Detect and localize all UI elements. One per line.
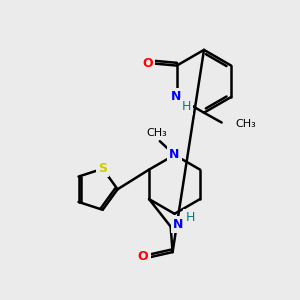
Text: N: N	[169, 148, 180, 161]
Text: O: O	[142, 57, 153, 70]
Text: O: O	[138, 250, 148, 263]
Text: CH₃: CH₃	[146, 128, 167, 138]
Text: CH₃: CH₃	[236, 119, 256, 130]
Text: H: H	[182, 100, 191, 113]
Text: H: H	[186, 211, 195, 224]
Text: N: N	[171, 91, 181, 103]
Text: S: S	[98, 162, 107, 175]
Text: N: N	[173, 218, 184, 231]
